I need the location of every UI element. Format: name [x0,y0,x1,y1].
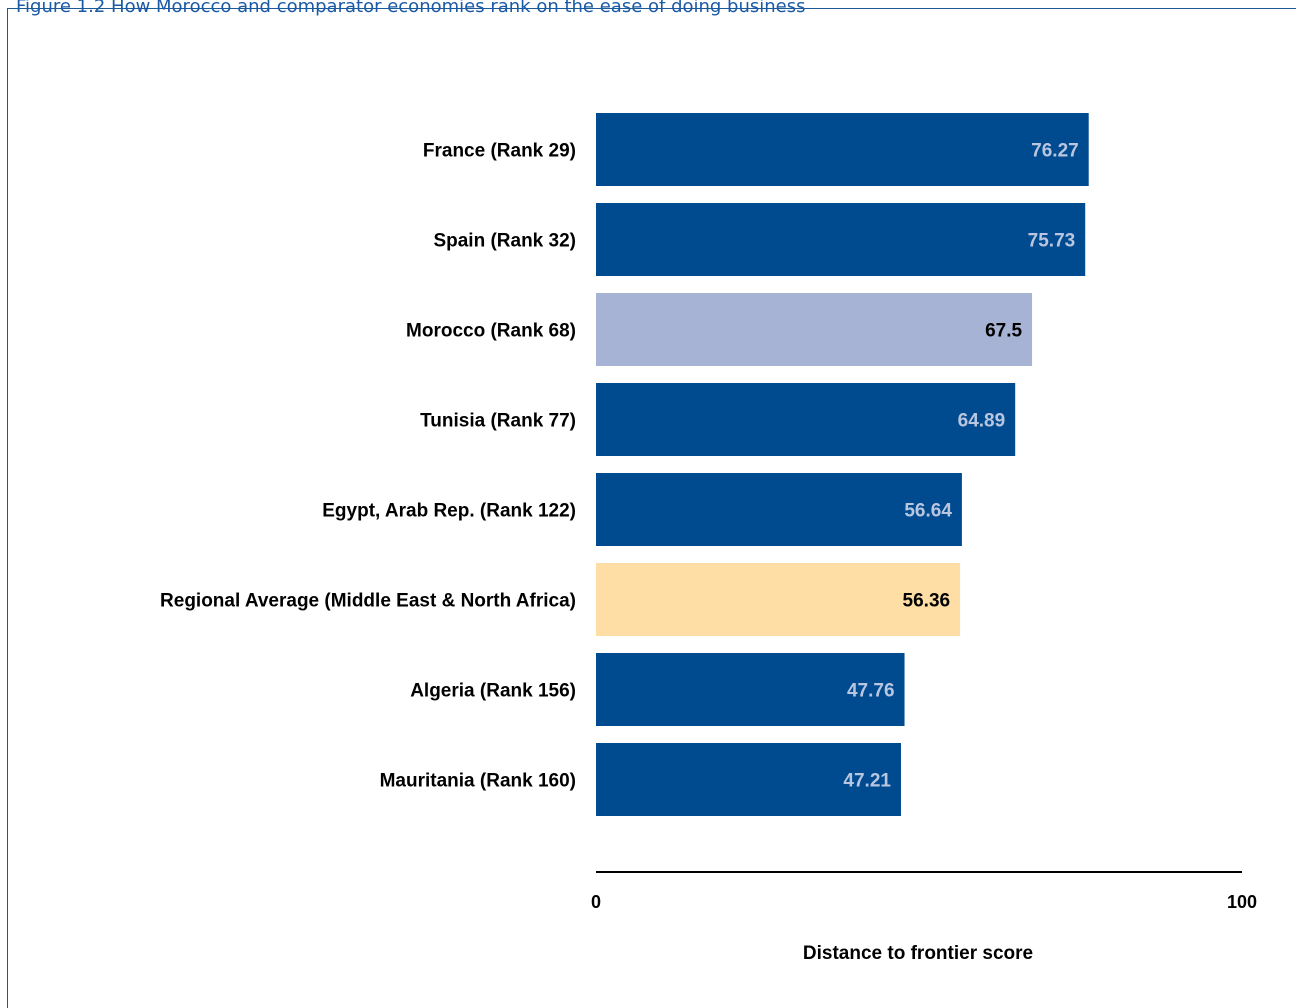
category-label: Spain (Rank 32) [433,231,576,252]
figure-title: Figure 1.2 How Morocco and comparator ec… [16,0,806,17]
value-label: 47.21 [843,771,891,792]
value-label: 75.73 [1028,231,1076,252]
category-label: France (Rank 29) [423,141,576,162]
value-label: 64.89 [958,411,1006,432]
bar [596,293,1033,366]
x-axis-title: Distance to frontier score [803,943,1033,964]
category-label: Tunisia (Rank 77) [420,411,576,432]
x-tick-label: 100 [1227,892,1257,912]
bar [596,653,905,726]
category-label: Regional Average (Middle East & North Af… [160,591,576,612]
value-label: 56.36 [903,591,951,612]
bar [596,473,962,546]
category-label: Morocco (Rank 68) [406,321,576,342]
bar [596,113,1089,186]
value-label: 67.5 [985,321,1022,342]
bar [596,563,961,636]
figure-frame: Figure 1.2 How Morocco and comparator ec… [7,0,1296,1008]
bar [596,743,901,816]
value-label: 76.27 [1031,141,1079,162]
value-label: 47.76 [847,681,895,702]
bars-layer: France (Rank 29) 76.27 Spain (Rank 32) 75.7… [160,113,1089,816]
x-axis: 0 100 Distance to frontier score [591,871,1257,964]
x-tick-label: 0 [591,892,601,912]
category-label: Algeria (Rank 156) [410,681,576,702]
bar [596,203,1086,276]
value-label: 56.64 [904,501,952,522]
bar [596,383,1016,456]
category-label: Egypt, Arab Rep. (Rank 122) [322,501,576,522]
category-label: Mauritania (Rank 160) [380,771,576,792]
